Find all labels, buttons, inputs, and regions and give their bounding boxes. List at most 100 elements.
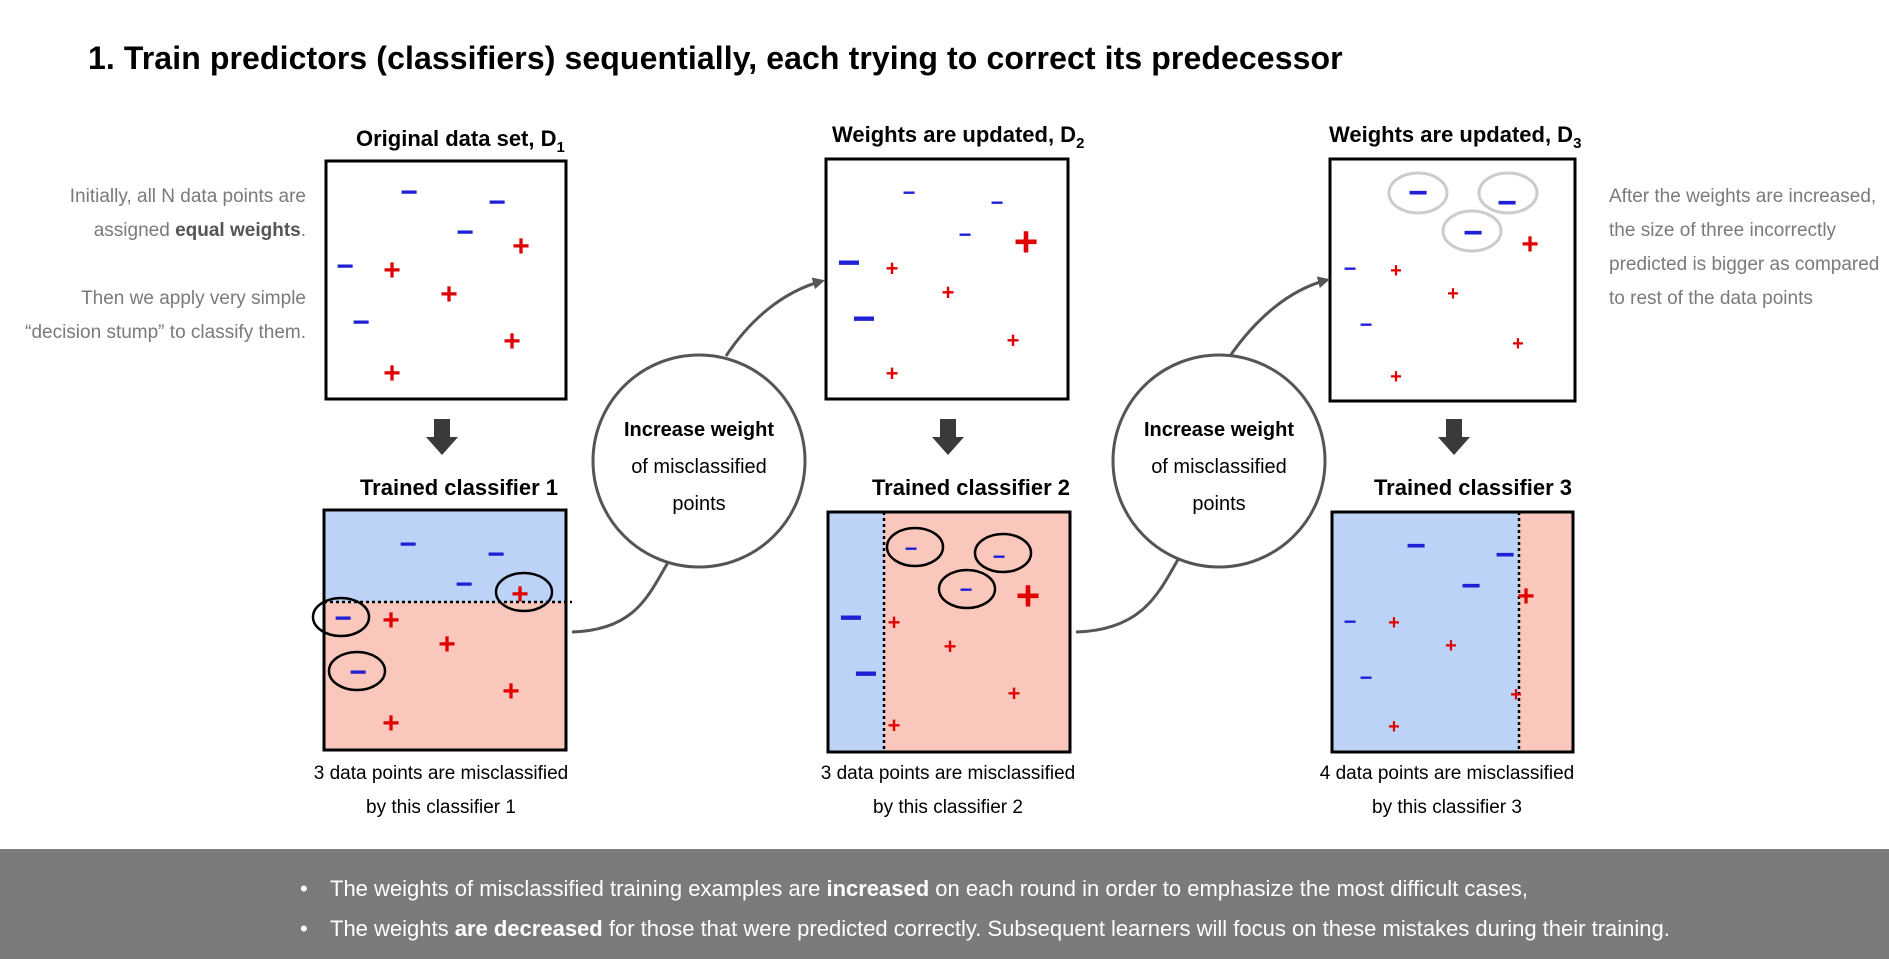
misclassified-circle (327, 650, 387, 692)
classifier-frame (1330, 510, 1575, 754)
classifier-box-1: − − − − − + + + + + (311, 508, 572, 752)
weight-circle (1387, 171, 1449, 215)
region-positive (884, 512, 1070, 752)
classifier-label-3: Trained classifier 3 (1374, 475, 1572, 500)
dataset-label-1: Original data set, D1 (356, 126, 565, 156)
plus-point: + (438, 628, 456, 661)
classifier-frame (826, 510, 1072, 754)
increase-weight-bubble-1: Increase weight of misclassified points (591, 353, 807, 569)
minus-point: − (903, 180, 916, 205)
bubble-text-line3: points (672, 493, 725, 515)
misclassified-circle (937, 568, 997, 610)
summary-bullet-1: • The weights of misclassified training e… (300, 869, 1670, 909)
minus-point: − (959, 222, 972, 247)
dataset-box-1 (324, 159, 568, 401)
caption-line-2: by this classifier 3 (1372, 797, 1522, 818)
minus-point: − (993, 544, 1006, 569)
minus-point: − (455, 568, 473, 601)
bubble-text-bold: Increase weight (624, 419, 774, 441)
plus-point: + (502, 675, 520, 708)
plus-point: + (1445, 635, 1457, 657)
bubble-circle (591, 353, 807, 569)
bullet-icon: • (300, 916, 308, 941)
misclassified-circle (885, 526, 945, 568)
down-arrow-icon (932, 419, 964, 455)
plus-point: + (1388, 612, 1400, 634)
plus-point: + (1390, 260, 1402, 282)
left-note-paragraph-1: Initially, all N data points are assigne… (69, 186, 306, 241)
classifier-caption-2: 3 data points are misclassified by this … (788, 757, 1108, 825)
plus-point: + (512, 230, 530, 263)
misclassified-circle (973, 532, 1033, 574)
caption-line-1: 4 data points are misclassified (1319, 763, 1575, 784)
plus-point: + (382, 707, 400, 740)
plus-point: + (1007, 328, 1020, 353)
minus-point: − (1408, 174, 1428, 212)
classifier-box-3: − − − − − + + + + + (1330, 510, 1575, 754)
plus-point: + (503, 325, 521, 358)
minus-point: − (399, 528, 417, 561)
connector-line (1075, 555, 1182, 634)
region-negative (828, 512, 884, 752)
minus-point: − (1495, 536, 1515, 574)
minus-point: − (854, 652, 877, 696)
plus-point: + (1512, 333, 1524, 355)
minus-point: − (1497, 184, 1517, 222)
minus-point: − (1344, 256, 1357, 281)
dataset-2-points: − − − − − + + + + + (837, 180, 1038, 386)
minus-point: − (839, 596, 862, 640)
classifier-label-1: Trained classifier 1 (360, 475, 558, 500)
misclassified-circle (494, 571, 554, 613)
weight-circle (1477, 171, 1539, 215)
plus-point: + (1521, 228, 1539, 261)
caption-line-1: 3 data points are misclassified (313, 763, 569, 784)
dataset-box-2 (824, 157, 1070, 401)
minus-point: − (349, 656, 367, 689)
plus-point: + (1447, 283, 1459, 305)
plus-point: + (1016, 572, 1041, 619)
summary-list: • The weights of misclassified training e… (300, 869, 1670, 949)
dataset-3-weight-circles (1387, 171, 1539, 253)
left-explanation: Initially, all N data points are assigne… (20, 180, 306, 384)
minus-point: − (456, 216, 474, 249)
classifier-label-2: Trained classifier 2 (872, 475, 1070, 500)
bubble-text-line2: of misclassified (1151, 456, 1287, 478)
plus-point: + (886, 361, 899, 386)
minus-point: − (352, 306, 370, 339)
down-arrow-icon (426, 419, 458, 455)
plus-point: + (382, 604, 400, 637)
caption-line-2: by this classifier 2 (873, 797, 1023, 818)
minus-point: − (960, 577, 973, 602)
plus-point: + (1390, 366, 1402, 388)
minus-point: − (1406, 527, 1426, 565)
down-arrow-icon (1438, 419, 1470, 455)
right-note-paragraph: After the weights are increased, the siz… (1609, 186, 1880, 309)
dataset-label-3: Weights are updated, D3 (1329, 122, 1581, 152)
caption-line-2: by this classifier 1 (366, 797, 516, 818)
region-negative (1332, 512, 1519, 752)
minus-point: − (487, 538, 505, 571)
plus-point: + (1388, 716, 1400, 738)
minus-point: − (1360, 312, 1373, 337)
minus-point: − (991, 190, 1004, 215)
arrow-to-dataset-3-icon (1228, 276, 1330, 357)
plus-point: + (383, 357, 401, 390)
increase-weight-bubble-2: Increase weight of misclassified points (1111, 353, 1327, 569)
plus-point: + (440, 278, 458, 311)
minus-point: − (334, 602, 352, 635)
minus-point: − (905, 536, 918, 561)
minus-point: − (400, 176, 418, 209)
right-explanation: After the weights are increased, the siz… (1609, 180, 1889, 350)
classifier-caption-3: 4 data points are misclassified by this … (1287, 757, 1607, 825)
summary-bullet-2: • The weights are decreased for those tha… (300, 909, 1670, 949)
page-title: 1. Train predictors (classifiers) sequen… (88, 40, 1343, 76)
boosting-diagram: Original data set, D1 Weights are update… (311, 122, 1581, 754)
minus-point: − (488, 186, 506, 219)
left-note-paragraph-2: Then we apply very simple “decision stum… (25, 288, 306, 343)
arrow-to-dataset-2-icon (724, 277, 825, 357)
summary-footer: • The weights of misclassified training e… (0, 849, 1889, 959)
region-positive (1519, 512, 1573, 752)
minus-point: − (1463, 214, 1483, 252)
minus-point: − (852, 297, 875, 341)
dataset-label-2: Weights are updated, D2 (832, 122, 1084, 152)
